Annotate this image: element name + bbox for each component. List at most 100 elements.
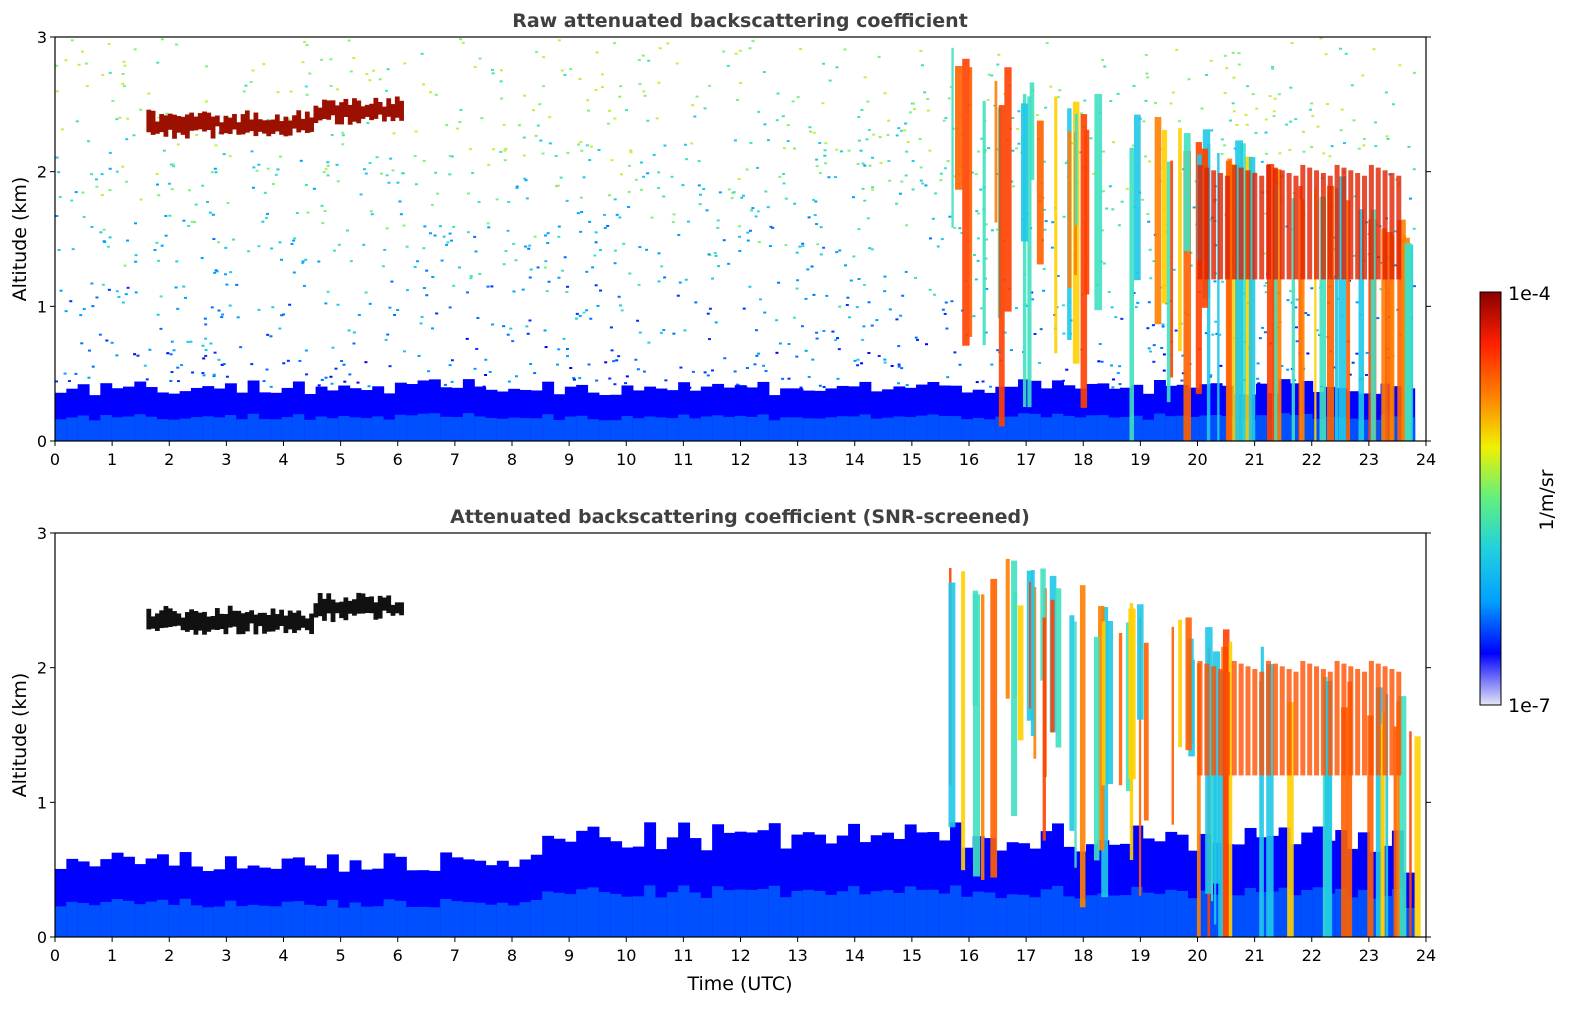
noise-pixel — [1014, 307, 1018, 310]
boundary-layer-core — [519, 418, 532, 441]
precipitation-streak — [1074, 621, 1077, 868]
noise-pixel — [337, 243, 341, 246]
noise-pixel — [1151, 324, 1155, 327]
noise-pixel — [585, 309, 589, 312]
boundary-layer-strip — [1142, 393, 1155, 441]
noise-pixel — [443, 383, 447, 386]
noise-pixel — [887, 105, 891, 108]
noise-pixel — [554, 155, 558, 158]
noise-pixel — [85, 85, 89, 88]
boundary-layer-core — [1165, 889, 1178, 937]
noise-pixel — [828, 79, 832, 82]
noise-pixel — [369, 210, 373, 213]
boundary-layer-strip — [1187, 387, 1200, 441]
boundary-layer-strip — [258, 392, 271, 441]
boundary-layer-strip — [440, 387, 453, 441]
noise-pixel — [1154, 101, 1158, 104]
noise-pixel — [990, 363, 994, 366]
boundary-layer-strip — [281, 387, 294, 441]
cloud-segment — [146, 109, 152, 133]
noise-pixel — [321, 222, 325, 225]
cloud-segment — [296, 610, 302, 631]
precipitation-streak — [1341, 707, 1349, 937]
noise-pixel — [352, 57, 356, 60]
noise-pixel — [201, 372, 205, 375]
noise-pixel — [1220, 152, 1224, 155]
precipitation-band — [1300, 660, 1306, 776]
noise-pixel — [995, 228, 999, 231]
boundary-layer-core — [859, 414, 872, 441]
noise-pixel — [974, 173, 978, 176]
noise-pixel — [565, 199, 569, 202]
noise-pixel — [67, 380, 71, 383]
cloud-segment — [382, 597, 387, 611]
noise-pixel — [1215, 332, 1219, 335]
noise-pixel — [578, 314, 582, 317]
noise-pixel — [220, 316, 224, 319]
noise-pixel — [1231, 51, 1235, 54]
noise-pixel — [608, 377, 612, 380]
boundary-layer-core — [360, 906, 373, 937]
noise-pixel — [641, 54, 645, 57]
noise-pixel — [352, 342, 356, 345]
noise-pixel — [833, 50, 837, 53]
noise-pixel — [1350, 84, 1354, 87]
noise-pixel — [379, 50, 383, 53]
noise-pixel — [1244, 113, 1248, 116]
noise-pixel — [473, 367, 477, 370]
noise-pixel — [1232, 110, 1236, 113]
noise-pixel — [904, 174, 908, 177]
noise-pixel — [613, 383, 617, 386]
noise-pixel — [763, 123, 767, 126]
noise-pixel — [1223, 144, 1227, 147]
noise-pixel — [556, 184, 560, 187]
noise-pixel — [613, 262, 617, 265]
boundary-layer-strip — [530, 390, 543, 441]
noise-pixel — [737, 235, 741, 238]
noise-pixel — [1332, 51, 1336, 54]
noise-pixel — [835, 148, 839, 151]
boundary-layer-strip — [780, 388, 793, 441]
noise-pixel — [572, 378, 576, 381]
noise-pixel — [524, 245, 528, 248]
noise-pixel — [222, 363, 226, 366]
noise-pixel — [665, 40, 669, 43]
boundary-layer-strip — [904, 824, 917, 937]
cloud-segment — [274, 614, 280, 630]
cloud-segment — [279, 609, 284, 626]
precipitation-streak — [1370, 209, 1376, 441]
x-tick-label: 15 — [902, 946, 922, 965]
precipitation-band — [1348, 666, 1354, 776]
x-tick-label: 1 — [107, 450, 117, 469]
noise-pixel — [1263, 284, 1267, 287]
precipitation-streak — [1133, 114, 1141, 281]
colorbar-unit-label: 1/m/sr — [1536, 469, 1558, 530]
precipitation-streak — [1397, 220, 1402, 441]
noise-pixel — [990, 229, 994, 232]
noise-pixel — [990, 74, 994, 77]
boundary-layer-strip — [77, 861, 90, 937]
noise-pixel — [1362, 138, 1366, 141]
noise-pixel — [617, 355, 621, 358]
noise-pixel — [557, 276, 561, 279]
noise-pixel — [1257, 382, 1261, 385]
noise-pixel — [1258, 337, 1262, 340]
noise-pixel — [282, 362, 286, 365]
precipitation-band — [1368, 164, 1374, 280]
noise-pixel — [539, 139, 543, 142]
boundary-layer-strip — [825, 388, 838, 441]
cloud-segment — [270, 119, 276, 134]
noise-pixel — [895, 134, 899, 137]
noise-pixel — [1153, 71, 1157, 74]
noise-pixel — [166, 62, 170, 65]
noise-pixel — [566, 355, 570, 358]
boundary-layer-strip — [1040, 831, 1053, 937]
noise-pixel — [175, 260, 179, 263]
noise-pixel — [1152, 360, 1156, 363]
noise-pixel — [1146, 327, 1150, 330]
boundary-layer-core — [1187, 416, 1200, 441]
noise-pixel — [1211, 333, 1215, 336]
noise-pixel — [1214, 320, 1218, 323]
noise-pixel — [465, 291, 469, 294]
boundary-layer-core — [530, 899, 543, 937]
